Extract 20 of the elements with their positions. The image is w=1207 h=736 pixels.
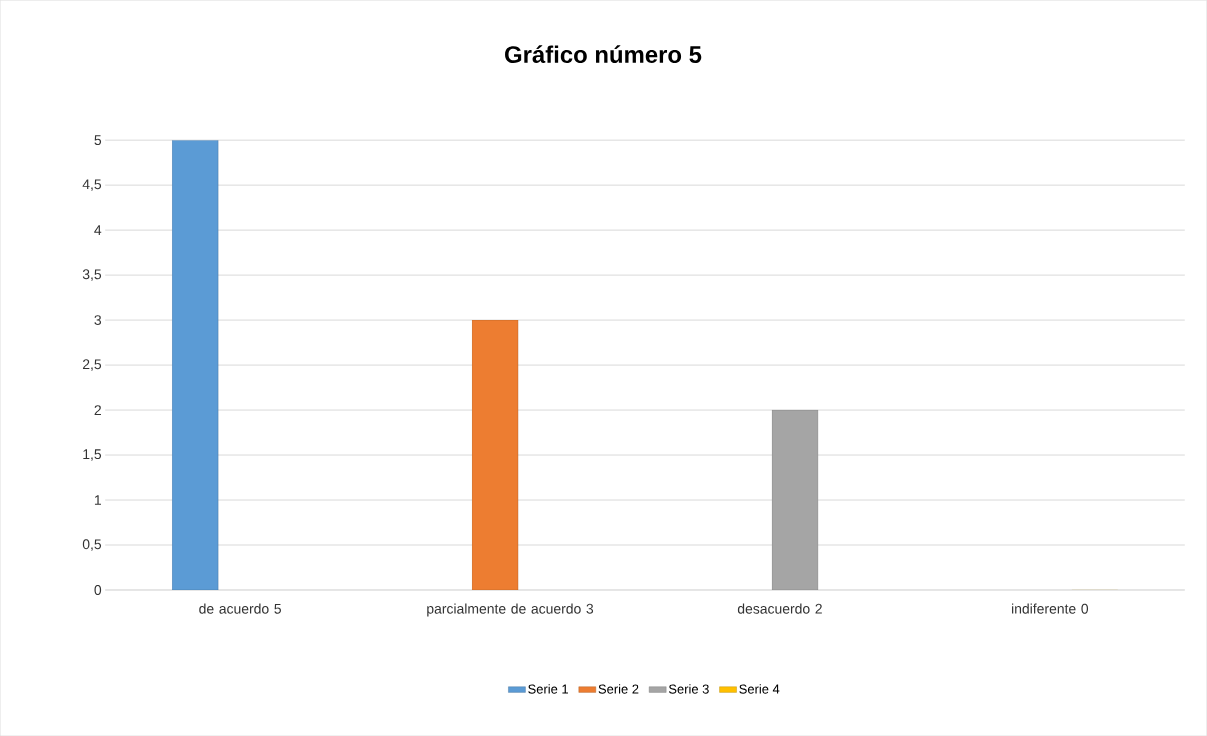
y-tick-label: 1 — [94, 495, 101, 505]
y-tick-label: 2 — [94, 405, 101, 415]
legend-label: Serie 2 — [598, 684, 639, 694]
y-tick-label: 3,5 — [82, 269, 102, 281]
legend-label: Serie 4 — [739, 684, 780, 694]
y-tick-label: 5 — [94, 135, 102, 145]
y-tick-label: 0,5 — [82, 539, 102, 551]
legend-label: Serie 1 — [528, 684, 568, 694]
y-tick-label: 2,5 — [82, 359, 102, 371]
x-tick-label: indiferente 0 — [1012, 603, 1089, 614]
legend-label: Serie 3 — [668, 684, 709, 694]
x-tick-label: desacuerdo 2 — [737, 603, 822, 614]
y-tick-label: 1,5 — [83, 449, 102, 461]
x-tick-label: de acuerdo 5 — [199, 603, 281, 614]
chart-title: Gráfico número 5 — [505, 45, 702, 63]
x-tick-label: parcialmente de acuerdo 3 — [427, 603, 594, 617]
y-tick-label: 4 — [94, 225, 102, 235]
y-tick-label: 3 — [94, 315, 102, 325]
y-tick-label: 0 — [94, 584, 102, 595]
y-tick-label: 4,5 — [82, 179, 102, 191]
